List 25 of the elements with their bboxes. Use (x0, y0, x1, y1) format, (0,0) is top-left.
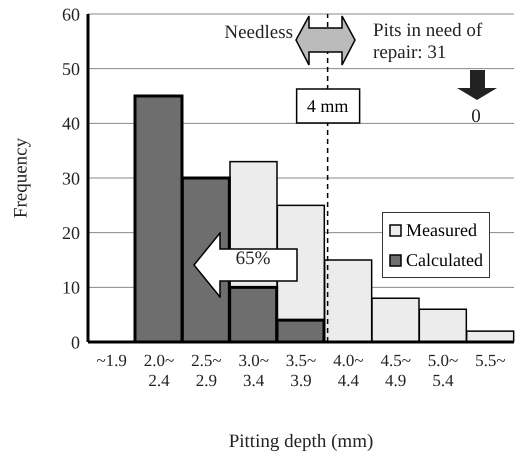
ref-line-label: 4 mm (306, 96, 348, 116)
x-tick-label: 5.5~ (475, 351, 506, 370)
y-tick-label: 30 (62, 168, 80, 188)
x-axis-title: Pitting depth (mm) (228, 431, 374, 452)
annotation: 65% (234, 248, 272, 270)
x-tick-label: 4.5~ 4.9 (380, 351, 411, 390)
legend-label: Measured (406, 219, 477, 242)
x-tick-label: 4.0~ 4.4 (333, 351, 364, 390)
x-tick-label: 5.0~ 5.4 (428, 351, 458, 390)
x-tick-label: 3.5~ 3.9 (286, 351, 316, 390)
x-tick-label: 2.5~ 2.9 (191, 351, 222, 390)
x-tick-label: ~1.9 (96, 351, 127, 370)
annotation: Needless (223, 22, 293, 44)
y-tick-label: 60 (62, 4, 80, 24)
annotation: Pits in need of repair: 31 (373, 20, 484, 64)
x-tick-label: 3.0~ 3.4 (238, 351, 269, 390)
x-tick-label: 2.0~ 2.4 (144, 351, 174, 390)
y-axis-title: Frequency (10, 137, 32, 218)
y-tick-label: 40 (62, 114, 80, 134)
legend-label: Calculated (406, 249, 483, 272)
y-tick-label: 20 (62, 223, 80, 244)
y-tick-label: 10 (62, 278, 80, 298)
y-tick-label: 50 (62, 59, 80, 80)
annotation: 0 (470, 106, 482, 128)
y-tick-label: 0 (71, 332, 80, 352)
